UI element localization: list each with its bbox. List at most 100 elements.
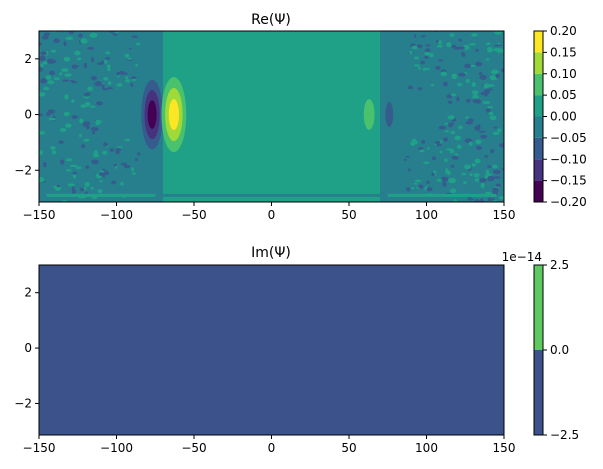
re-psi-xtick-label: −150 bbox=[23, 208, 56, 222]
re-psi-edge-patch bbox=[102, 150, 108, 155]
re-psi-edge-patch bbox=[111, 180, 117, 185]
re-psi-edge-patch bbox=[449, 188, 457, 193]
re-psi-ytick-label: 0 bbox=[24, 108, 32, 122]
re-psi-edge-patch bbox=[39, 55, 46, 62]
re-psi-edge-patch bbox=[471, 33, 478, 37]
re-psi-edge-patch bbox=[413, 182, 418, 185]
re-psi-contour-blob bbox=[385, 102, 394, 128]
re-psi-edge-patch bbox=[45, 75, 52, 80]
re-psi-edge-patch bbox=[458, 125, 463, 130]
re-psi-edge-patch bbox=[440, 176, 449, 182]
re-psi-edge-patch bbox=[106, 64, 111, 69]
re-psi-region bbox=[163, 31, 380, 202]
im-psi-colorbar-segment bbox=[534, 265, 543, 350]
re-psi-edge-patch bbox=[76, 57, 82, 61]
re-psi-edge-patch bbox=[69, 164, 78, 168]
re-psi-edge-patch bbox=[85, 165, 90, 169]
re-psi-edge-patch bbox=[436, 45, 443, 48]
re-psi-edge-patch bbox=[83, 92, 91, 95]
re-psi-edge-patch bbox=[131, 167, 135, 172]
re-psi-edge-patch bbox=[128, 47, 132, 50]
re-psi-edge-patch bbox=[87, 86, 93, 91]
re-psi-edge-patch bbox=[458, 72, 466, 77]
re-psi-edge-patch bbox=[427, 147, 431, 150]
re-psi-edge-patch bbox=[79, 118, 84, 124]
re-psi-edge-patch bbox=[102, 171, 110, 175]
re-psi-edge-patch bbox=[95, 119, 101, 126]
im-psi-colorbar-offset: 1e−14 bbox=[502, 250, 542, 264]
re-psi-edge-patch bbox=[56, 185, 61, 188]
re-psi-edge-patch bbox=[475, 139, 482, 145]
im-psi-xtick-label: −100 bbox=[100, 441, 133, 455]
re-psi-edge-patch bbox=[429, 53, 434, 58]
re-psi-plot-area bbox=[39, 31, 504, 202]
re-psi-colorbar-segment bbox=[534, 116, 543, 138]
re-psi-edge-patch bbox=[62, 79, 70, 82]
re-psi-edge-patch bbox=[450, 130, 455, 135]
re-psi-edge-patch bbox=[125, 76, 129, 80]
re-psi-edge-patch bbox=[420, 35, 426, 38]
re-psi-edge-patch bbox=[424, 56, 429, 59]
re-psi-edge-patch bbox=[486, 88, 494, 91]
re-psi-colorbar-tick-label: 0.05 bbox=[550, 88, 577, 102]
re-psi-edge-patch bbox=[78, 133, 83, 138]
re-psi-edge-patch bbox=[60, 68, 69, 72]
re-psi-edge-patch bbox=[443, 158, 448, 162]
re-psi-edge-patch bbox=[448, 122, 454, 128]
re-psi-edge-patch bbox=[461, 172, 467, 176]
re-psi-edge-patch bbox=[103, 77, 109, 81]
re-psi-edge-patch bbox=[473, 172, 480, 178]
re-psi-edge-patch bbox=[121, 162, 128, 166]
re-psi-edge-patch bbox=[485, 169, 490, 175]
re-psi-edge-patch bbox=[99, 179, 103, 183]
re-psi-edge-patch bbox=[446, 42, 452, 48]
re-psi-edge-patch bbox=[74, 50, 81, 56]
re-psi-edge-patch bbox=[103, 142, 108, 147]
re-psi-edge-patch bbox=[475, 48, 479, 52]
re-psi-edge-patch bbox=[493, 176, 501, 179]
re-psi-edge-patch bbox=[64, 94, 69, 100]
re-psi-edge-patch bbox=[84, 182, 90, 187]
re-psi-contour-blob bbox=[147, 100, 157, 129]
re-psi-edge-patch bbox=[430, 83, 435, 87]
re-psi-colorbar-tick-label: −0.10 bbox=[550, 152, 587, 166]
re-psi-edge-patch bbox=[449, 149, 455, 154]
re-psi-edge-patch bbox=[493, 169, 501, 175]
re-psi-edge-patch bbox=[101, 84, 105, 89]
re-psi-edge-patch bbox=[80, 38, 88, 44]
re-psi-edge-patch bbox=[479, 74, 487, 80]
re-psi-edge-patch bbox=[93, 150, 98, 155]
re-psi-edge-patch bbox=[413, 64, 420, 67]
re-psi-edge-patch bbox=[438, 125, 446, 130]
re-psi-edge-patch bbox=[71, 80, 78, 84]
re-psi-edge-patch bbox=[404, 155, 410, 158]
re-psi-edge-patch bbox=[483, 83, 490, 89]
re-psi-edge-patch bbox=[92, 153, 100, 158]
re-psi-edge-patch bbox=[479, 178, 487, 183]
re-psi-edge-patch bbox=[71, 115, 79, 118]
re-psi-edge-patch bbox=[81, 144, 86, 149]
re-psi-xtick-label: 100 bbox=[415, 208, 438, 222]
re-psi-edge-patch bbox=[63, 40, 67, 47]
re-psi-edge-patch bbox=[474, 178, 480, 182]
re-psi-edge-patch bbox=[498, 195, 504, 200]
re-psi-edge-patch bbox=[47, 80, 55, 85]
im-psi-title: Im(Ψ) bbox=[251, 245, 291, 261]
re-psi-edge-patch bbox=[122, 72, 128, 75]
re-psi-edge-patch bbox=[421, 139, 426, 144]
re-psi-colorbar-segment bbox=[534, 31, 543, 53]
re-psi-edge-patch bbox=[444, 122, 449, 125]
re-psi-edge-patch bbox=[43, 32, 50, 36]
re-psi-edge-patch bbox=[465, 116, 469, 119]
re-psi-edge-patch bbox=[407, 168, 411, 172]
re-psi-edge-patch bbox=[463, 181, 467, 184]
re-psi-edge-patch bbox=[468, 141, 473, 146]
re-psi-colorbar-tick-label: −0.05 bbox=[550, 131, 587, 145]
re-psi-edge-patch bbox=[472, 94, 479, 100]
re-psi-edge-patch bbox=[418, 184, 424, 189]
re-psi-edge-patch bbox=[102, 87, 109, 91]
re-psi-edge-patch bbox=[485, 107, 491, 113]
re-psi-edge-patch bbox=[39, 66, 43, 72]
re-psi-edge-patch bbox=[451, 44, 457, 49]
re-psi-edge-patch bbox=[425, 48, 431, 53]
